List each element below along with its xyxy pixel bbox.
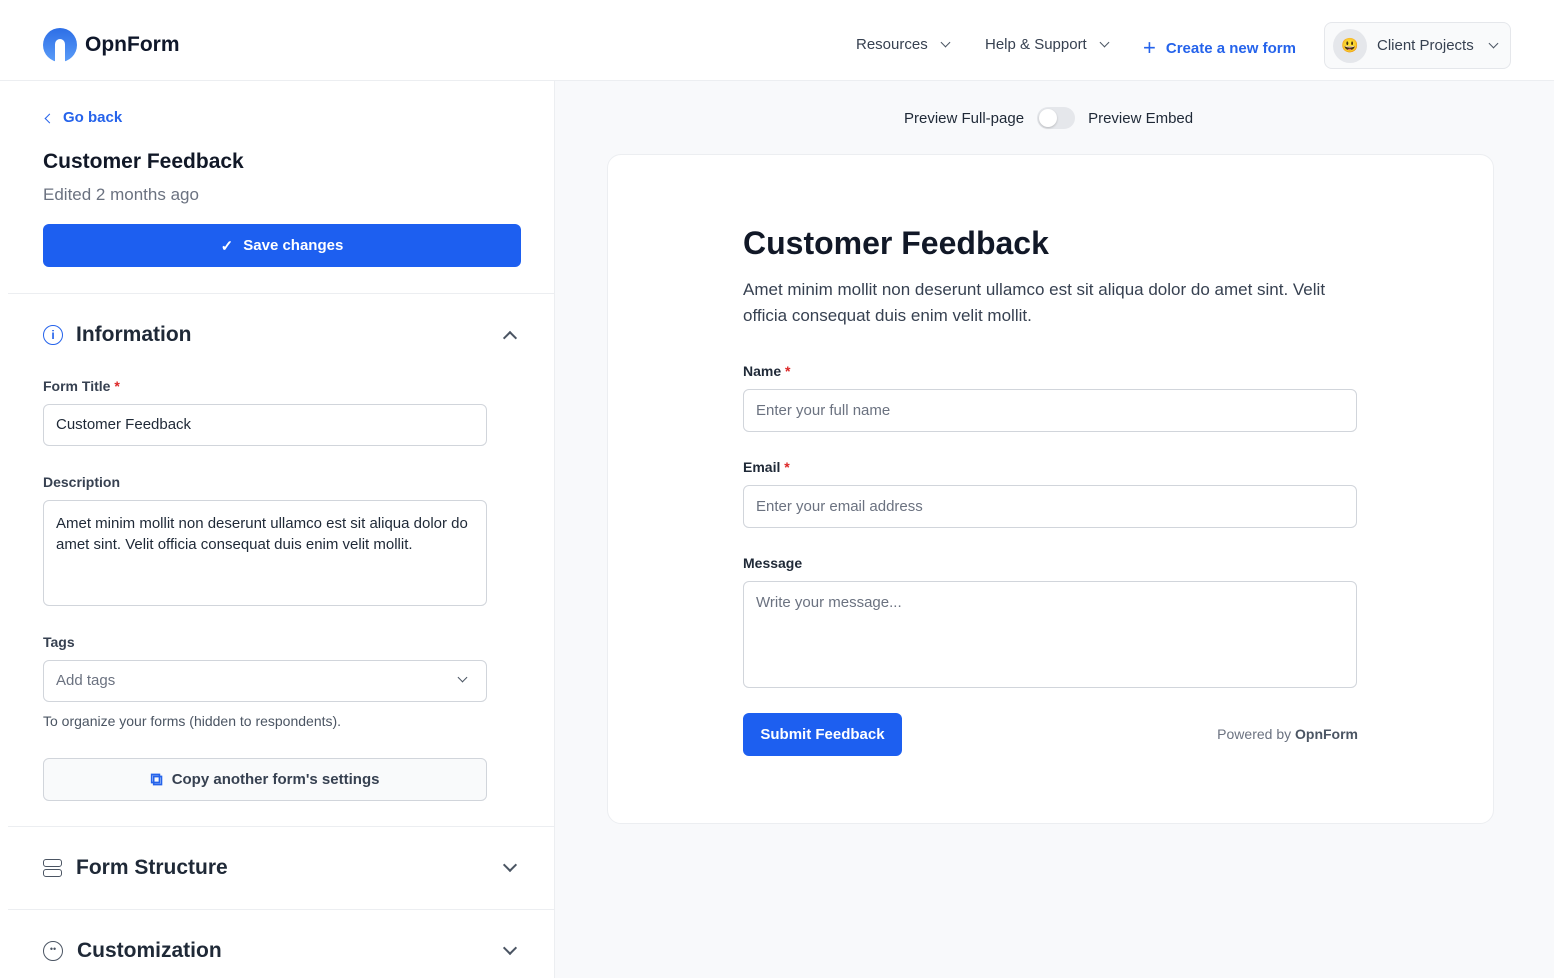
editor-sidebar: Go back Customer Feedback Edited 2 month… [8, 81, 555, 978]
edited-time: Edited 2 months ago [43, 185, 199, 204]
divider [8, 909, 555, 910]
tags-help-text: To organize your forms (hidden to respon… [43, 713, 342, 729]
section-information-header[interactable]: i Information [43, 323, 521, 347]
message-textarea[interactable]: Write your message... [743, 581, 1357, 688]
brand-logo[interactable]: OpnForm [43, 28, 180, 62]
submit-button[interactable]: Submit Feedback [743, 713, 902, 756]
copy-settings-button[interactable]: ⧉ Copy another form's settings [43, 758, 487, 801]
form-title-label: Form Title * [43, 378, 120, 394]
palette-icon: •• [43, 941, 63, 961]
save-changes-button[interactable]: ✓ Save changes [43, 224, 521, 267]
preview-embed-switch[interactable] [1037, 107, 1076, 129]
form-preview-card: Customer Feedback Amet minim mollit non … [607, 154, 1494, 824]
section-form-structure-header[interactable]: Form Structure [43, 856, 521, 880]
info-icon: i [43, 325, 63, 345]
preview-embed-label[interactable]: Preview Embed [1088, 109, 1194, 127]
chevron-left-icon [44, 113, 55, 124]
name-label: Name * [743, 363, 791, 379]
save-label: Save changes [243, 237, 344, 254]
tags-placeholder: Add tags [56, 672, 116, 689]
email-input[interactable]: Enter your email address [743, 485, 1357, 528]
section-title: Customization [77, 939, 222, 962]
tags-select[interactable]: Add tags [43, 660, 487, 702]
preview-mode-toggle: Preview Full-page Preview Embed [904, 107, 1193, 129]
form-title: Customer Feedback [743, 225, 1049, 261]
top-nav: OpnForm Resources Help & Support + Create… [0, 0, 1554, 81]
nav-label: Resources [856, 36, 928, 53]
form-description: Amet minim mollit non deserunt ullamco e… [743, 280, 1326, 325]
go-back-link[interactable]: Go back [44, 109, 123, 126]
message-label: Message [743, 555, 803, 571]
workspace-switcher[interactable]: 😃 Client Projects [1324, 22, 1511, 69]
chevron-down-icon [1488, 38, 1499, 49]
description-textarea[interactable]: Amet minim mollit non deserunt ullamco e… [43, 500, 487, 606]
nav-resources[interactable]: Resources [856, 36, 951, 53]
chevron-up-icon [502, 330, 518, 346]
divider [8, 826, 555, 827]
section-title: Information [76, 323, 192, 346]
workspace-avatar: 😃 [1333, 28, 1367, 63]
divider [8, 293, 555, 294]
chevron-down-icon [940, 37, 951, 48]
create-form-button[interactable]: + Create a new form [1143, 35, 1296, 61]
nav-help-support[interactable]: Help & Support [985, 36, 1110, 53]
preview-full-page-label[interactable]: Preview Full-page [904, 109, 1025, 127]
brand-name: OpnForm [85, 33, 180, 56]
chevron-down-icon [457, 672, 468, 683]
logo-icon [43, 28, 77, 62]
chevron-down-icon [502, 857, 518, 873]
form-title-input[interactable]: Customer Feedback [43, 404, 487, 446]
tags-label: Tags [43, 634, 75, 650]
create-form-label: Create a new form [1165, 39, 1296, 57]
go-back-label: Go back [63, 109, 123, 126]
nav-label: Help & Support [985, 36, 1087, 53]
form-name: Customer Feedback [43, 150, 244, 173]
email-label: Email * [743, 459, 790, 475]
section-customization-header[interactable]: •• Customization [43, 939, 521, 963]
check-icon: ✓ [220, 237, 234, 255]
section-title: Form Structure [76, 856, 228, 879]
preview-area: Preview Full-page Preview Embed Customer… [555, 81, 1554, 978]
description-label: Description [43, 474, 121, 490]
chevron-down-icon [1099, 37, 1110, 48]
chevron-down-icon [502, 940, 518, 956]
workspace-name: Client Projects [1377, 37, 1474, 54]
powered-by[interactable]: Powered by OpnForm [1217, 726, 1358, 742]
layout-icon [43, 859, 62, 877]
plus-icon: + [1143, 35, 1156, 60]
copy-icon: ⧉ [150, 769, 163, 789]
name-input[interactable]: Enter your full name [743, 389, 1357, 432]
copy-label: Copy another form's settings [171, 771, 380, 788]
